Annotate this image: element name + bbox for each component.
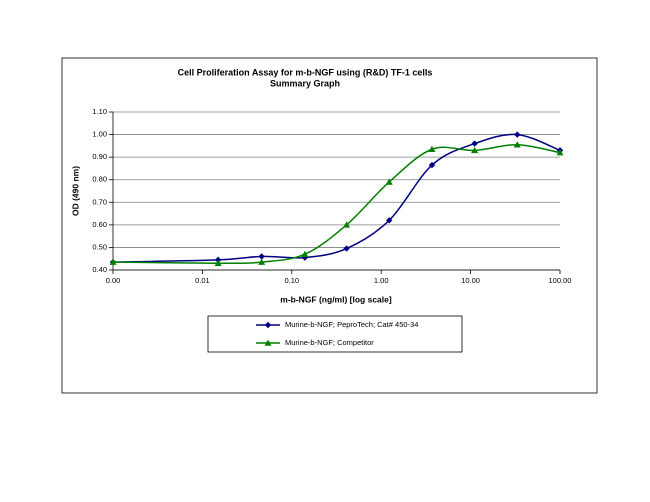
y-tick-label: 1.00 <box>92 130 107 139</box>
x-tick-label: 0.00 <box>106 276 121 285</box>
y-axis-label: OD (490 nm) <box>70 166 80 216</box>
marker <box>258 258 266 265</box>
legend-box <box>207 315 463 353</box>
marker <box>214 259 222 267</box>
marker <box>513 141 521 148</box>
y-tick-label: 0.60 <box>92 220 107 229</box>
chart-title: Cell Proliferation Assay for m-b-NGF usi… <box>178 67 433 77</box>
marker <box>386 217 393 224</box>
series-line <box>112 133 561 263</box>
marker <box>109 258 117 265</box>
marker <box>343 221 351 228</box>
marker <box>385 178 393 185</box>
x-tick-label: 0.10 <box>284 276 299 285</box>
series-line <box>112 143 561 265</box>
y-tick-label: 0.80 <box>92 175 107 184</box>
marker <box>301 250 309 257</box>
y-tick-label: 0.40 <box>92 265 107 274</box>
y-tick-label: 0.90 <box>92 152 107 161</box>
x-tick-label: 0.01 <box>195 276 210 285</box>
x-tick-label: 1.00 <box>374 276 389 285</box>
marker <box>343 245 350 252</box>
y-tick-label: 0.70 <box>92 197 107 206</box>
chart-subtitle: Summary Graph <box>270 78 340 88</box>
legend-marker <box>264 321 272 329</box>
y-tick-label: 0.50 <box>92 242 107 251</box>
x-tick-label: 100.00 <box>549 276 572 285</box>
marker <box>556 149 564 156</box>
legend-label: Murine-b-NGF; PeproTech; Cat# 450-34 <box>285 320 418 329</box>
marker <box>428 145 436 153</box>
y-tick-label: 1.10 <box>92 107 107 116</box>
marker <box>428 161 436 169</box>
legend-label: Murine-b-NGF; Competitor <box>285 338 374 347</box>
x-tick-label: 10.00 <box>461 276 480 285</box>
marker <box>258 253 265 260</box>
marker <box>471 140 478 147</box>
marker <box>514 131 521 138</box>
legend-marker <box>264 339 272 346</box>
x-axis-label: m-b-NGF (ng/ml) [log scale] <box>280 294 392 304</box>
marker <box>471 146 479 154</box>
